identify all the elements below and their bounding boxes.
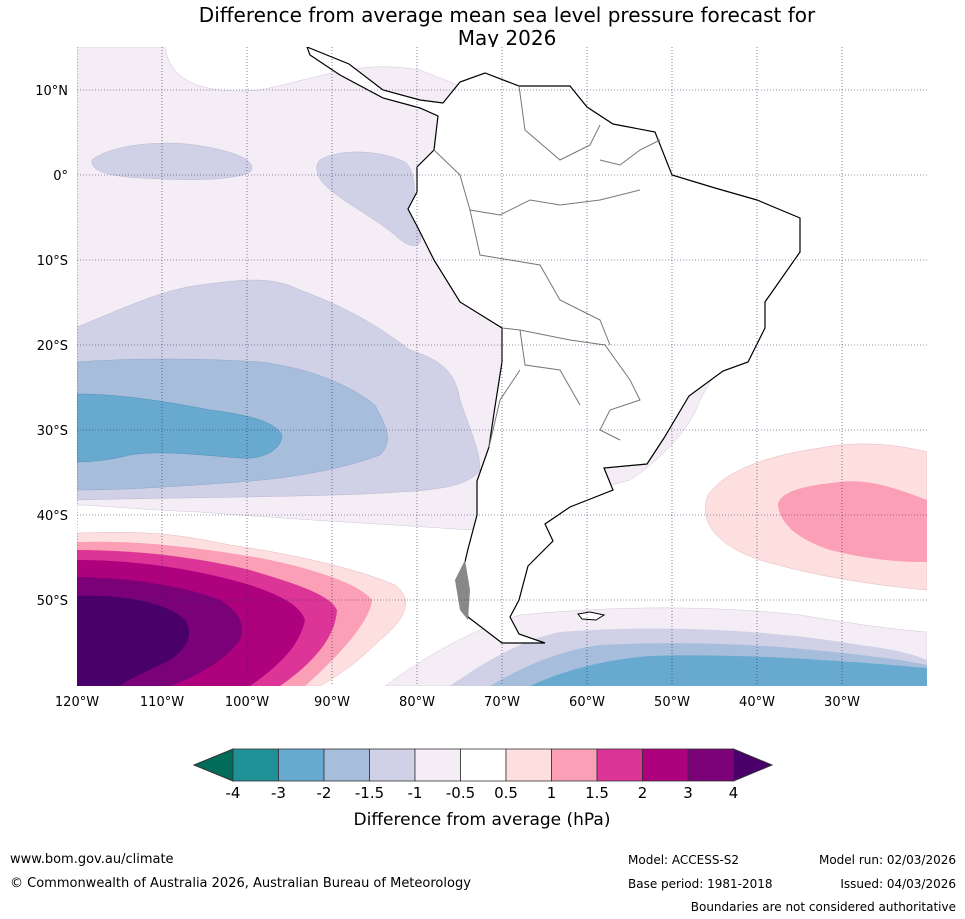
lat-label: 40°S [37,509,68,524]
lat-label: 0° [53,169,68,184]
contour-east-pos1 [778,481,927,562]
colorbar-tick: -3 [271,784,286,802]
colorbar-bin [596,748,643,782]
latitude-labels: 10°N 0° 10°S 20°S 30°S 40°S 50°S [35,84,68,609]
colorbar-label: Difference from average (hPa) [354,810,611,830]
colorbar-bin [323,748,370,782]
model: Model: ACCESS-S2 [628,853,740,867]
colorbar-tick: 0.5 [494,784,518,802]
graticule [77,47,927,686]
lon-label: 70°W [484,695,520,710]
title-line-2: May 2026 [457,26,557,50]
colorbar-tick: -1.5 [355,784,384,802]
colorbar-over-arrow [733,748,774,782]
colorbar-tick: 3 [683,784,693,802]
contour-neg2 [77,393,283,463]
colorbar-tick: -2 [317,784,332,802]
pressure-anomaly-map [77,47,927,686]
longitude-labels: 120°W 110°W 100°W 90°W 80°W 70°W 60°W 50°W 40°W 3… [55,695,860,710]
falkland-islands [577,611,606,621]
colorbar-tick: 4 [729,784,739,802]
lon-label: 40°W [739,695,775,710]
chart-title: Difference from average mean sea level p… [0,4,965,50]
lon-label: 50°W [654,695,690,710]
lat-label: 50°S [37,594,68,609]
colorbar-bin [505,748,552,782]
lon-label: 100°W [225,695,269,710]
colorbar-tick: 1.5 [585,784,609,802]
colorbar-bin [460,748,507,782]
colorbar-under-arrow [192,748,234,782]
colorbar-bin [642,748,689,782]
colorbar-bin [369,748,416,782]
colorbar-bin [278,748,325,782]
title-line-1: Difference from average mean sea level p… [198,3,816,27]
colorbar-bin [414,748,461,782]
lat-label: 10°N [35,84,68,99]
colorbar: -4 -3 -2 -1.5 -1 -0.5 0.5 1 1.5 2 3 4 [192,748,774,802]
website-link[interactable]: www.bom.gov.au/climate [10,852,174,867]
lat-label: 20°S [37,339,68,354]
chile-fjords [455,560,470,620]
colorbar-bin [551,748,598,782]
copyright: © Commonwealth of Australia 2026, Austra… [10,876,471,891]
lon-label: 30°W [824,695,860,710]
country-borders [433,85,661,448]
lon-label: 120°W [55,695,99,710]
colorbar-tick: 2 [638,784,648,802]
colorbar-tick: -4 [226,784,241,802]
issued-date: Issued: 04/03/2026 [840,877,956,891]
lon-label: 90°W [314,695,350,710]
colorbar-tick: -1 [408,784,423,802]
contour-pos4 [77,595,190,686]
colorbar-tick: -0.5 [446,784,475,802]
disclaimer: Boundaries are not considered authoritat… [690,900,956,914]
contour-neg1-eq-east [316,151,422,246]
contour-neg1-eq-west [91,142,253,180]
colorbar-bin [232,748,279,782]
lat-label: 30°S [37,424,68,439]
lon-label: 110°W [140,695,184,710]
contour-south-neg2 [530,655,927,686]
colorbar-bin [687,748,734,782]
colorbar-tick: 1 [547,784,557,802]
south-america-land [306,47,801,644]
lat-label: 10°S [37,254,68,269]
model-run: Model run: 02/03/2026 [818,853,956,867]
lon-label: 80°W [399,695,435,710]
base-period: Base period: 1981-2018 [628,877,773,891]
lon-label: 60°W [569,695,605,710]
